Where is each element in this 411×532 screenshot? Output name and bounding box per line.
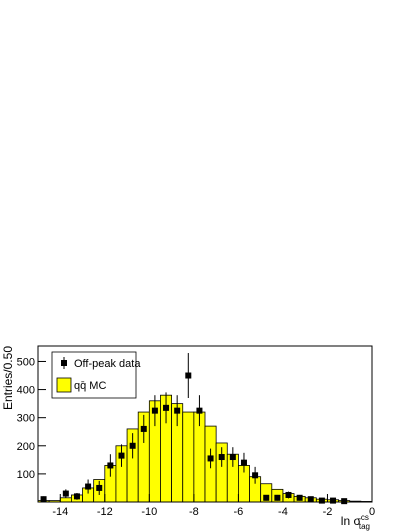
- legend-swatch: [56, 377, 72, 393]
- data-point: [196, 407, 203, 414]
- y-axis-label: Entries/0.50: [1, 346, 15, 410]
- data-point: [207, 455, 214, 462]
- data-point: [118, 452, 125, 459]
- y-tick-label: 100: [17, 469, 35, 481]
- histogram-bar: [182, 411, 195, 503]
- x-axis-label-base: ln σ: [341, 514, 362, 528]
- plot-frame: [37, 345, 373, 503]
- data-point: [107, 462, 114, 469]
- x-tick-label: -2: [323, 506, 333, 518]
- data-point: [296, 494, 303, 501]
- data-point: [85, 483, 92, 490]
- y-tick-label: 400: [17, 385, 35, 397]
- x-tick-label: -6: [234, 506, 244, 518]
- x-axis-label: ln σcs tag: [341, 513, 370, 531]
- x-tick-label: -10: [141, 506, 157, 518]
- data-point: [263, 494, 270, 501]
- data-point: [163, 404, 170, 411]
- data-point: [252, 472, 259, 479]
- data-point: [218, 454, 225, 461]
- data-point: [307, 496, 314, 503]
- data-point: [151, 407, 158, 414]
- data-point: [240, 459, 247, 466]
- x-axis-label-sub: tag: [359, 522, 370, 531]
- y-tick-label: 500: [17, 356, 35, 368]
- data-point: [229, 454, 236, 461]
- data-point: [40, 496, 47, 503]
- y-tick-label: 200: [17, 441, 35, 453]
- data-point: [96, 484, 103, 491]
- x-tick-label: -14: [52, 506, 68, 518]
- x-tick-label: -12: [97, 506, 113, 518]
- data-point: [73, 493, 80, 500]
- y-tick-label: 300: [17, 413, 35, 425]
- data-point: [140, 425, 147, 432]
- legend-label: qq̄ MC: [74, 380, 106, 392]
- data-point: [330, 497, 337, 504]
- legend-label: Off-peak data: [74, 358, 141, 370]
- legend-marker: [61, 360, 67, 366]
- data-point: [129, 442, 136, 449]
- histogram-bar: [59, 497, 72, 503]
- x-tick-label: -4: [278, 506, 288, 518]
- data-point: [174, 407, 181, 414]
- data-point: [318, 497, 325, 504]
- data-point: [185, 372, 192, 379]
- data-point: [274, 494, 281, 501]
- x-tick-label: -8: [189, 506, 199, 518]
- data-point: [341, 498, 348, 505]
- data-point: [285, 491, 292, 498]
- data-point: [62, 490, 69, 497]
- x-tick-label: 0: [369, 506, 375, 518]
- x-axis-label-sup: cs: [361, 513, 369, 522]
